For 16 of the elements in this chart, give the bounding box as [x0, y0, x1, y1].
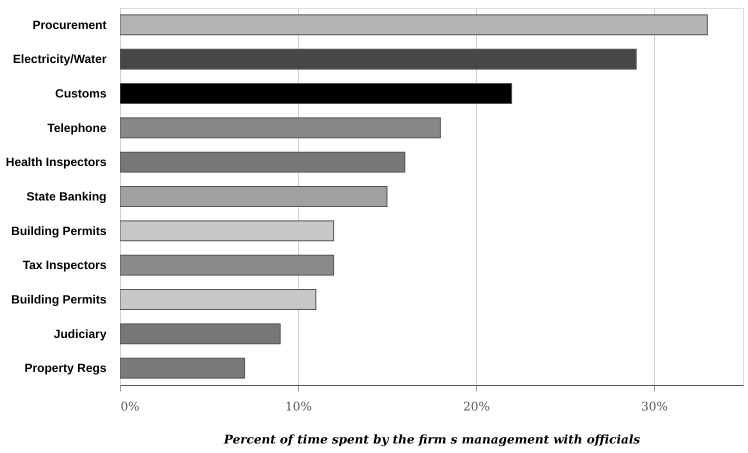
- y-tick-label: Building Permits: [11, 224, 107, 238]
- y-tick-label: Telephone: [47, 120, 107, 135]
- x-tick-label: 20%: [463, 400, 490, 414]
- x-tick-label: 30%: [641, 400, 668, 414]
- y-tick-label: Property Regs: [24, 361, 107, 376]
- y-tick-label: State Banking: [26, 190, 106, 204]
- x-tick-label: 0%: [120, 400, 140, 414]
- x-axis-title: Percent of time spent by the firm s management with officials: [222, 432, 640, 446]
- y-tick-label: Customs: [55, 86, 107, 100]
- y-tick-label: Procurement: [32, 18, 106, 32]
- y-tick-label: Building Permits: [11, 292, 107, 307]
- y-tick-label: Electricity/Water: [12, 52, 107, 66]
- y-tick-label: Judiciary: [54, 326, 107, 341]
- x-tick-label: 10%: [285, 400, 312, 414]
- y-tick-label: Health Inspectors: [6, 155, 107, 170]
- y-tick-label: Tax Inspectors: [22, 258, 107, 272]
